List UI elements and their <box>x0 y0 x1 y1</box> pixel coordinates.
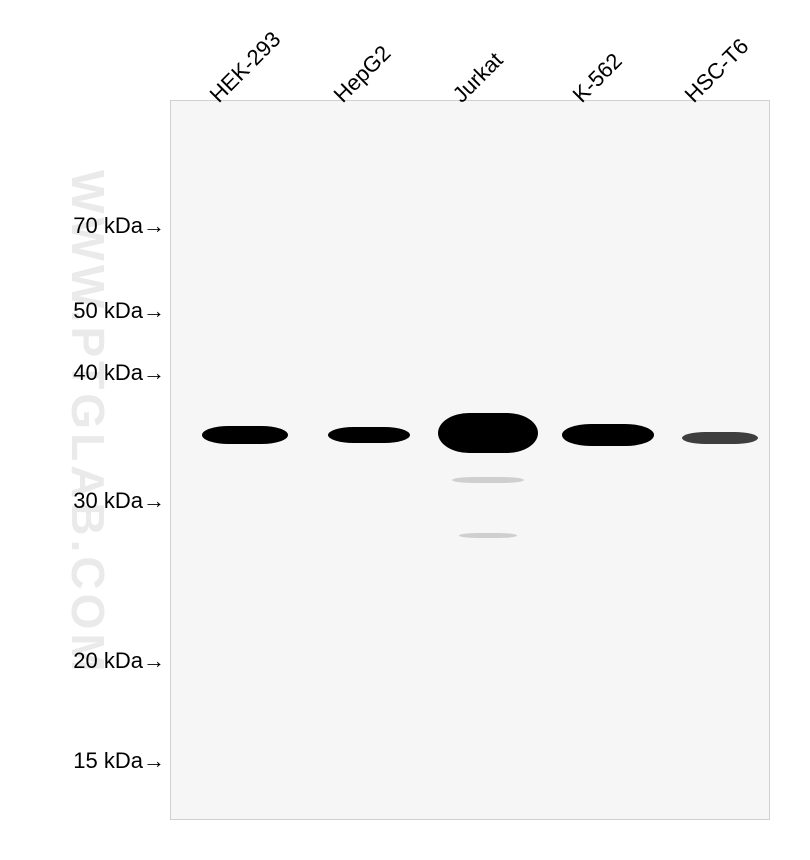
faint-band <box>452 477 524 483</box>
band <box>202 426 288 444</box>
marker-label: 20 kDa→ <box>55 648 165 674</box>
marker-label: 70 kDa→ <box>55 213 165 239</box>
marker-label: 15 kDa→ <box>55 748 165 774</box>
lane-label: HSC-T6 <box>680 33 755 108</box>
watermark-text: WWW.PTGLAB.COM <box>61 170 115 676</box>
band <box>438 413 538 453</box>
lane-label: HEK-293 <box>205 26 287 108</box>
lane-label: Jurkat <box>448 47 509 108</box>
lane-label: HepG2 <box>329 40 397 108</box>
band <box>328 427 410 443</box>
marker-label: 40 kDa→ <box>55 360 165 386</box>
faint-band <box>459 533 517 538</box>
marker-label: 50 kDa→ <box>55 298 165 324</box>
blot-membrane <box>170 100 770 820</box>
band <box>682 432 758 444</box>
lane-label: K-562 <box>568 48 628 108</box>
band <box>562 424 654 446</box>
marker-label: 30 kDa→ <box>55 488 165 514</box>
blot-container: WWW.PTGLAB.COM HEK-293 HepG2 Jurkat K-56… <box>0 0 810 860</box>
